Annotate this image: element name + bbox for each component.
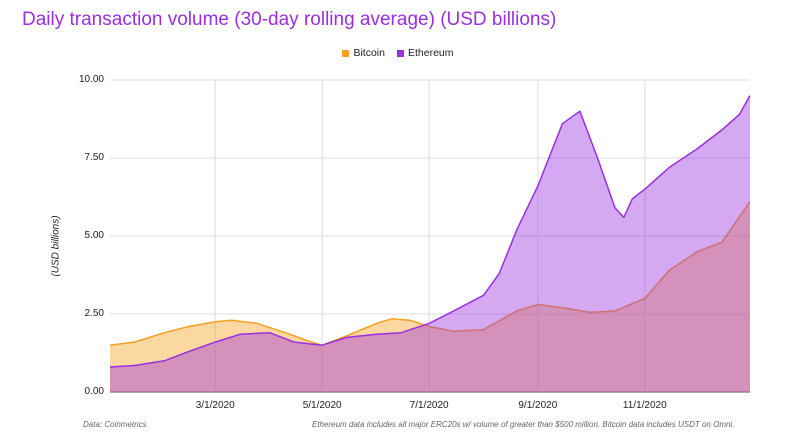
y-tick-label: 2.50: [84, 308, 104, 319]
source-note: Data: Coinmetrics: [83, 420, 147, 429]
x-tick-label: 9/1/2020: [518, 400, 558, 411]
x-tick-label: 5/1/2020: [302, 400, 342, 411]
legend-item-ethereum: Ethereum: [396, 47, 454, 59]
series-area-ethereum: [110, 95, 750, 392]
chart-title: Daily transaction volume (30-day rolling…: [22, 9, 557, 30]
x-tick-label: 7/1/2020: [409, 400, 449, 411]
footnote: Ethereum data includes all major ERC20s …: [312, 420, 735, 429]
series-line-ethereum: [109, 95, 751, 368]
series-line-bitcoin: [109, 201, 751, 346]
y-tick-label: 10.00: [78, 74, 104, 85]
legend: Bitcoin Ethereum: [0, 47, 796, 59]
y-tick-label: 0.00: [84, 386, 104, 397]
legend-swatch-ethereum: [396, 49, 404, 57]
legend-label-bitcoin: Bitcoin: [353, 47, 385, 59]
x-tick-label: 11/1/2020: [622, 400, 667, 411]
x-tick-label: 3/1/2020: [195, 400, 235, 411]
y-tick-label: 5.00: [84, 230, 104, 241]
y-tick-label: 7.50: [84, 152, 104, 163]
legend-label-ethereum: Ethereum: [407, 47, 454, 59]
legend-swatch-bitcoin: [342, 49, 350, 57]
series-area-bitcoin: [110, 201, 750, 392]
legend-item-bitcoin: Bitcoin: [342, 47, 385, 59]
